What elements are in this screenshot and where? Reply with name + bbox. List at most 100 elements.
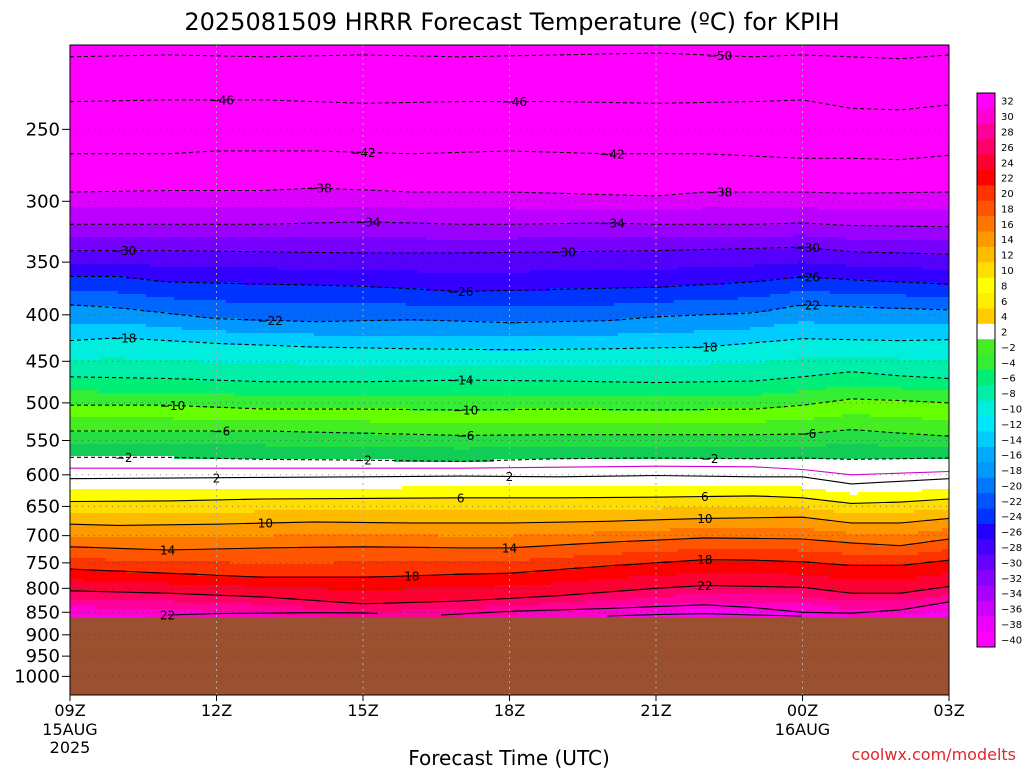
colorbar-swatch: [977, 478, 995, 494]
colorbar-swatch: [977, 385, 995, 401]
x-tick-label: 18Z: [494, 701, 525, 720]
x-tick-label: 15Z: [347, 701, 378, 720]
x-tick-sublabel: 15AUG: [42, 720, 97, 739]
colorbar-label: −2: [1001, 343, 1016, 354]
colorbar-swatch: [977, 539, 995, 555]
colorbar-swatch: [977, 232, 995, 248]
y-tick-label: 250: [26, 119, 60, 140]
colorbar-label: −30: [1001, 558, 1022, 569]
colorbar-swatch: [977, 293, 995, 309]
colorbar-label: −24: [1001, 512, 1022, 523]
colorbar-swatch: [977, 216, 995, 232]
contour-label: −6: [457, 429, 475, 443]
colorbar-swatch: [977, 585, 995, 601]
colorbar-label: −14: [1001, 435, 1022, 446]
y-tick-label: 1000: [14, 666, 60, 687]
colorbar-swatch: [977, 432, 995, 448]
colorbar-label: 22: [1001, 174, 1014, 185]
y-tick-label: 450: [26, 351, 60, 372]
colorbar-label: −34: [1001, 589, 1022, 600]
contour-label: −30: [795, 241, 820, 255]
contour-label: −26: [448, 285, 473, 299]
y-tick-label: 500: [26, 393, 60, 414]
contour-label: −22: [258, 314, 283, 328]
colorbar-label: 32: [1001, 97, 1014, 108]
colorbar-label: −18: [1001, 466, 1022, 477]
colorbar-swatch: [977, 324, 995, 340]
contour-label: −18: [111, 332, 136, 346]
chart-title: 2025081509 HRRR Forecast Temperature (ºC…: [184, 8, 839, 36]
colorbar-label: 2: [1001, 328, 1007, 339]
x-tick-label: 21Z: [640, 701, 671, 720]
contour-label: −50: [707, 49, 732, 63]
contour-label: −6: [213, 425, 231, 439]
contour-label: 10: [258, 517, 273, 531]
colorbar-label: −28: [1001, 543, 1022, 554]
colorbar-swatch: [977, 170, 995, 186]
y-tick-label: 400: [26, 305, 60, 326]
contour-label: −42: [599, 147, 624, 161]
colorbar-swatch: [977, 493, 995, 509]
colorbar-label: 26: [1001, 143, 1014, 154]
plot-area: −50−46 −46−42 −42−38 −38−34 −34−30 −30 −30−26−…: [70, 45, 951, 697]
colorbar-label: 14: [1001, 235, 1014, 246]
colorbar-label: −12: [1001, 420, 1022, 431]
colorbar-swatch: [977, 262, 995, 278]
x-tick-sublabel: 16AUG: [775, 720, 830, 739]
contour-label: −2: [701, 452, 719, 466]
colorbar-label: −6: [1001, 374, 1016, 385]
contour-label: −38: [707, 185, 732, 199]
colorbar-label: −22: [1001, 497, 1022, 508]
colorbar-label: 8: [1001, 281, 1007, 292]
contour-label: −6: [799, 427, 817, 441]
contour-label: 14: [160, 544, 175, 558]
colorbar-label: 6: [1001, 297, 1007, 308]
temperature-fill: [70, 45, 951, 697]
colorbar-swatch: [977, 447, 995, 463]
colorbar-label: 18: [1001, 204, 1014, 215]
colorbar-swatch: [977, 616, 995, 632]
colorbar-label: −8: [1001, 389, 1016, 400]
colorbar-swatch: [977, 632, 995, 648]
colorbar-swatch: [977, 355, 995, 371]
x-tick-label: 03Z: [933, 701, 964, 720]
contour-label: −30: [111, 244, 136, 258]
colorbar-swatch: [977, 401, 995, 417]
contour-label: −14: [448, 374, 473, 388]
colorbar-label: 30: [1001, 112, 1014, 123]
contour-label: 18: [404, 569, 419, 583]
y-tick-label: 300: [26, 191, 60, 212]
colorbar-swatch: [977, 601, 995, 617]
y-tick-label: 800: [26, 578, 60, 599]
colorbar-swatch: [977, 185, 995, 201]
y-tick-label: 750: [26, 553, 60, 574]
contour-label: −34: [599, 217, 624, 231]
contour-label: −30: [551, 245, 576, 259]
contour-label: 6: [701, 490, 709, 504]
colorbar-swatch: [977, 201, 995, 217]
colorbar-swatch: [977, 555, 995, 571]
x-axis-title: Forecast Time (UTC): [408, 746, 610, 768]
contour-label: −2: [354, 454, 372, 468]
colorbar-swatch: [977, 416, 995, 432]
colorbar-label: −36: [1001, 605, 1022, 616]
contour-label: −10: [160, 399, 185, 413]
x-tick-label: 09Z: [54, 701, 85, 720]
colorbar-label: −40: [1001, 635, 1022, 646]
colorbar-swatch: [977, 370, 995, 386]
colorbar-label: −32: [1001, 574, 1022, 585]
colorbar-label: −38: [1001, 620, 1022, 631]
y-tick-label: 950: [26, 646, 60, 667]
x-tick-label: 12Z: [201, 701, 232, 720]
contour-label: −46: [502, 95, 527, 109]
colorbar-swatch: [977, 93, 995, 109]
colorbar-label: 28: [1001, 127, 1014, 138]
contour-label: −46: [209, 93, 234, 107]
colorbar-swatch: [977, 570, 995, 586]
contour-label: −42: [350, 146, 375, 160]
colorbar-swatch: [977, 509, 995, 525]
contour-label: 22: [160, 609, 175, 623]
y-tick-label: 700: [26, 526, 60, 547]
contour-label: −2: [115, 451, 133, 465]
